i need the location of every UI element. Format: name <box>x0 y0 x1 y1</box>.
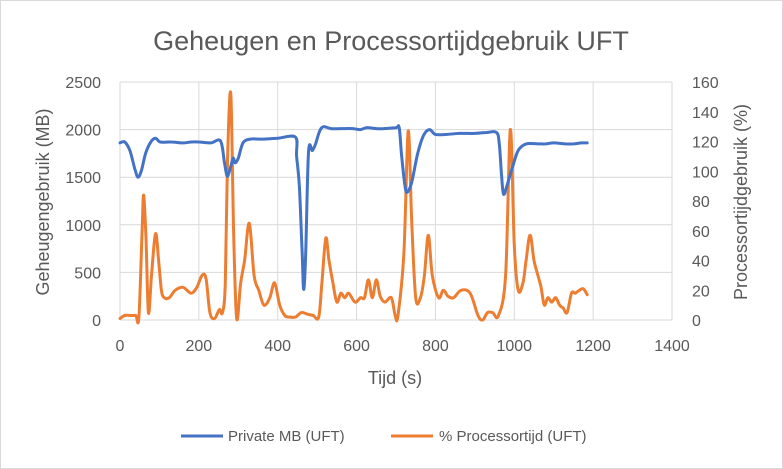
y2-tick-label: 160 <box>692 75 719 92</box>
y2-tick-label: 0 <box>692 313 701 330</box>
y-tick-label: 2500 <box>65 75 101 92</box>
series-line-private-mb <box>118 124 589 291</box>
y2-tick-label: 100 <box>692 164 719 181</box>
y-tick-label: 500 <box>74 265 101 282</box>
y2-tick-label: 60 <box>692 224 710 241</box>
y2-tick-label: 140 <box>692 105 719 122</box>
chart-title: Geheugen en Processortijdgebruik UFT <box>153 26 629 56</box>
x-tick-label: 0 <box>116 338 125 355</box>
legend-label-private-mb: Private MB (UFT) <box>228 428 345 445</box>
series-layer <box>118 90 589 325</box>
y2-tick-label: 40 <box>692 254 710 271</box>
series-line-processortijd <box>118 90 589 325</box>
y-tick-label: 2000 <box>65 123 101 140</box>
x-axis-title: Tijd (s) <box>368 368 422 388</box>
y-axis-title: Geheugengebruik (MB) <box>33 108 53 295</box>
x-tick-label: 600 <box>343 338 370 355</box>
y-tick-label: 1500 <box>65 170 101 187</box>
x-tick-label: 400 <box>264 338 291 355</box>
x-tick-label: 1200 <box>575 338 611 355</box>
x-tick-label: 800 <box>422 338 449 355</box>
grid-layer <box>119 81 673 321</box>
y2-axis-title: Processortijdgebruik (%) <box>731 104 751 300</box>
y2-tick-label: 20 <box>692 283 710 300</box>
x-tick-label: 200 <box>186 338 213 355</box>
legend-label-processortijd: % Processortijd (UFT) <box>439 428 587 445</box>
x-tick-label: 1000 <box>496 338 532 355</box>
y2-tick-label: 80 <box>692 194 710 211</box>
y2-tick-label: 120 <box>692 135 719 152</box>
y-tick-label: 0 <box>92 313 101 330</box>
y-tick-label: 1000 <box>65 218 101 235</box>
x-tick-label: 1400 <box>654 338 690 355</box>
legend: Private MB (UFT) % Processortijd (UFT) <box>181 428 587 445</box>
